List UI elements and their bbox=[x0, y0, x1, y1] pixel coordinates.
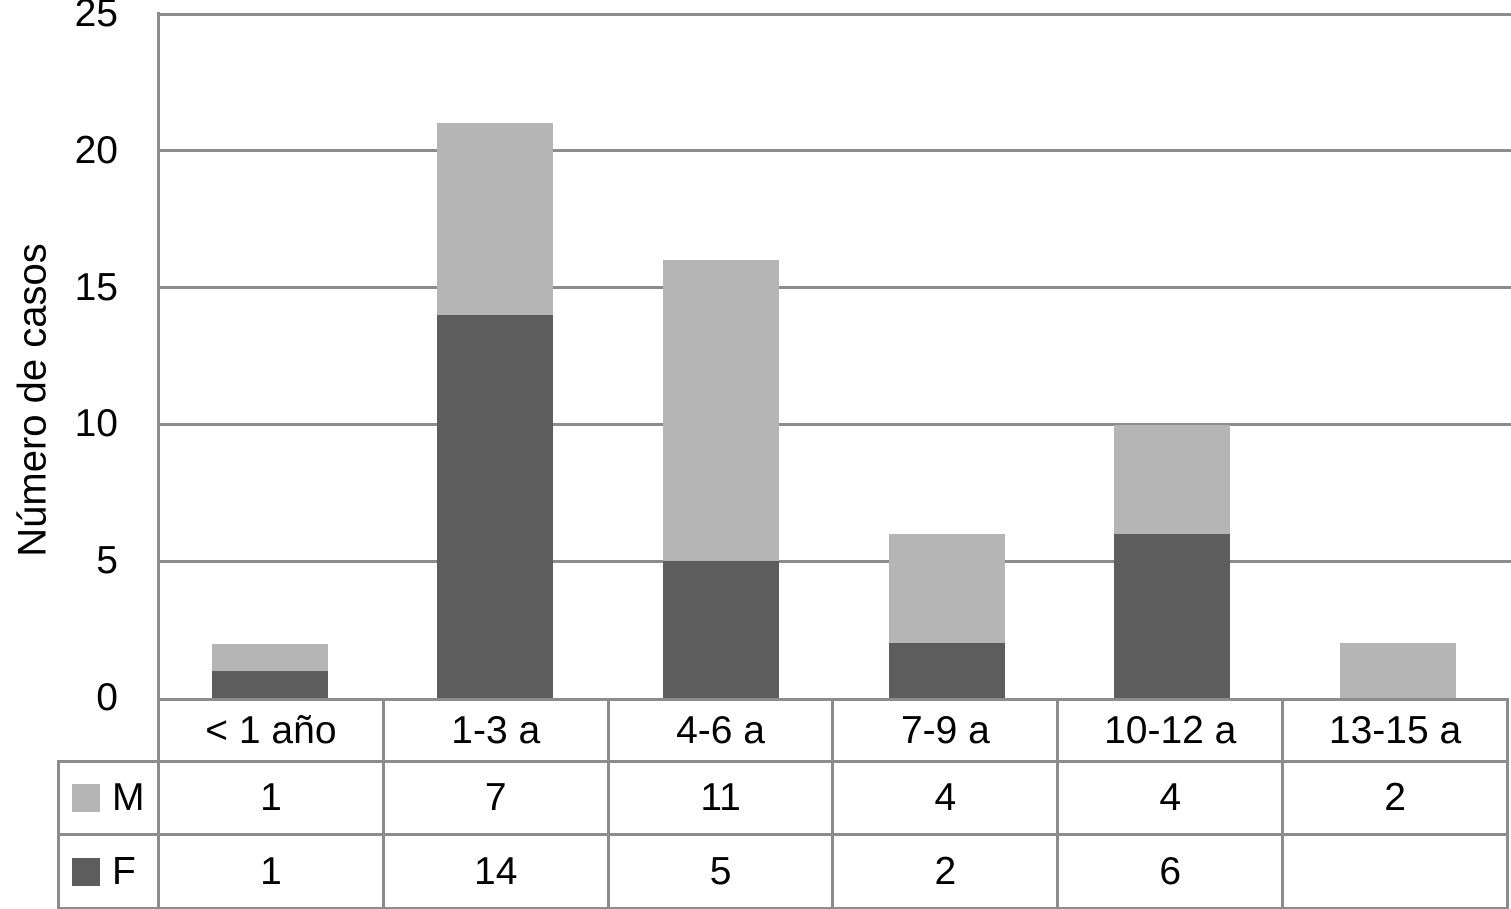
category-header-cell: 1-3 a bbox=[381, 698, 610, 763]
f-value-cell: 6 bbox=[1056, 833, 1285, 909]
y-tick-label: 15 bbox=[74, 266, 118, 309]
category-header-cell: < 1 año bbox=[157, 698, 385, 763]
f-value-cell: 2 bbox=[831, 833, 1060, 909]
m-value-cell: 4 bbox=[1056, 760, 1285, 836]
f-value-cell: 14 bbox=[381, 833, 610, 909]
f-value-cell: 1 bbox=[157, 833, 385, 909]
bar-segment-m bbox=[663, 260, 779, 561]
bar-segment-m bbox=[1114, 425, 1230, 534]
category-header-cell: 10-12 a bbox=[1056, 698, 1285, 763]
bar-segment-f bbox=[1114, 534, 1230, 698]
m-value-cell: 4 bbox=[831, 760, 1060, 836]
table-header-row: < 1 año 1-3 a 4-6 a 7-9 a 10-12 a 13-15 a bbox=[59, 698, 1509, 763]
f-value-cell bbox=[1281, 833, 1509, 909]
y-tick-label: 10 bbox=[74, 402, 118, 445]
f-value-cell: 5 bbox=[606, 833, 835, 909]
y-axis-line bbox=[157, 12, 160, 701]
legend-swatch-f bbox=[72, 857, 100, 886]
y-tick-label: 0 bbox=[96, 676, 118, 719]
y-tick-label: 5 bbox=[96, 539, 118, 582]
legend-m-cell: M bbox=[57, 760, 160, 836]
bar-segment-f bbox=[663, 561, 779, 698]
bar-segment-m bbox=[212, 644, 328, 671]
table-series-row-f: F 1 14 5 2 6 bbox=[57, 833, 1509, 909]
legend-swatch-m bbox=[72, 784, 100, 812]
gridline bbox=[157, 286, 1511, 289]
category-header-cell: 7-9 a bbox=[831, 698, 1060, 763]
table-corner-cell bbox=[59, 700, 159, 762]
m-value-cell: 2 bbox=[1281, 760, 1509, 836]
m-value-cell: 7 bbox=[381, 760, 610, 836]
table-series-row-m: M 1 7 11 4 4 2 bbox=[57, 760, 1509, 836]
category-header-cell: 13-15 a bbox=[1281, 698, 1509, 763]
bar-segment-m bbox=[1340, 643, 1456, 698]
m-value-cell: 1 bbox=[157, 760, 385, 836]
legend-label-f: F bbox=[112, 849, 136, 893]
legend-f-cell: F bbox=[57, 833, 160, 909]
plot-top-border bbox=[157, 13, 1511, 16]
gridline bbox=[157, 149, 1511, 152]
y-tick-label: 20 bbox=[74, 129, 118, 172]
category-header-cell: 4-6 a bbox=[606, 698, 835, 763]
bar-segment-m bbox=[889, 534, 1005, 643]
bar-segment-f bbox=[437, 315, 553, 698]
bar-segment-f bbox=[889, 643, 1005, 698]
bar-segment-m bbox=[437, 123, 553, 315]
m-value-cell: 11 bbox=[606, 760, 835, 836]
legend-label-m: M bbox=[112, 776, 145, 819]
bar-segment-f bbox=[212, 671, 328, 698]
gridline bbox=[157, 423, 1511, 426]
gridline bbox=[157, 560, 1511, 563]
y-tick-label: 25 bbox=[74, 0, 118, 35]
